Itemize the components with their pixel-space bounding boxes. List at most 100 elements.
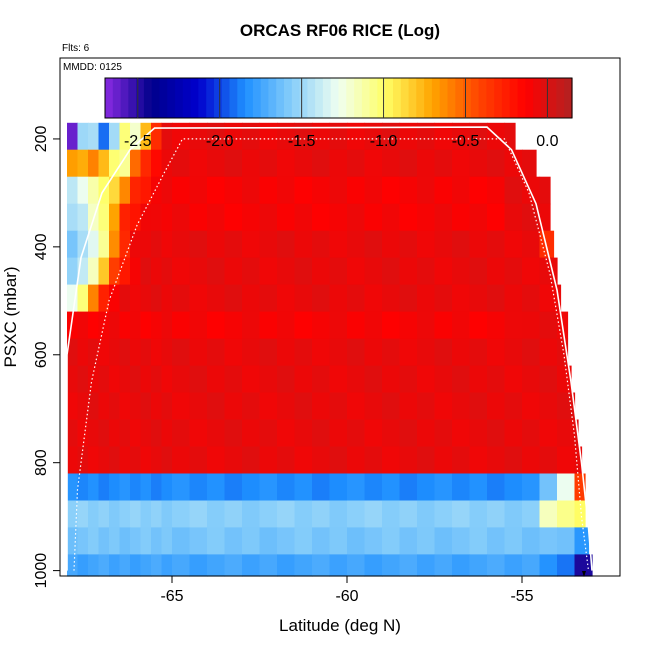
heatmap-cell [312,338,331,367]
colorbar-swatch [338,78,347,118]
heatmap-cell [504,230,523,259]
heatmap-cell [452,527,471,555]
heatmap-cell [364,527,383,555]
heatmap-cell [242,473,261,502]
colorbar-swatch [408,78,417,118]
colorbar-swatch [128,78,137,118]
heatmap-cell [329,230,348,259]
heatmap-cell [487,176,506,205]
heatmap-cell [364,149,383,178]
heatmap-cell [539,473,558,502]
colorbar-swatch [291,78,301,118]
heatmap-cell [364,257,383,286]
heatmap-cell [294,392,313,421]
heatmap-cell [161,527,173,555]
heatmap-cell [119,257,131,286]
heatmap-cell [224,311,243,340]
heatmap-cell [130,446,142,475]
heatmap-cell [130,311,142,340]
heatmap-cell [189,392,208,421]
heatmap-cell [172,554,191,577]
heatmap-cell [77,419,89,448]
heatmap-cell [312,176,331,205]
heatmap-cell [109,257,121,286]
heatmap-cell [504,203,523,232]
heatmap-cell [259,419,278,448]
chart-title: ORCAS RF06 RICE (Log) [240,21,440,40]
heatmap-cell [277,230,296,259]
heatmap-cell [172,122,191,151]
heatmap-cell [172,500,191,529]
heatmap-cell [382,230,401,259]
heatmap-cell [189,176,208,205]
heatmap-cell [259,230,278,259]
heatmap-cell [434,338,453,367]
heatmap-cell [452,230,471,259]
heatmap-cell [109,419,121,448]
heatmap-cell [522,230,541,259]
colorbar-frame [104,77,573,119]
heatmap-cell [312,122,331,151]
heatmap-cell [161,473,173,502]
heatmap-cell [172,284,191,313]
heatmap-cell [77,257,89,286]
heatmap-cell [522,284,541,313]
heatmap-cell [77,230,89,259]
colorbar-swatch [478,78,487,118]
colorbar-swatch [260,78,270,118]
colorbar-swatch [159,78,168,118]
heatmap-cell [382,203,401,232]
heatmap-cell [417,311,436,340]
heatmap-cell [242,176,261,205]
heatmap-cell [98,473,110,502]
heatmap-cell [329,419,348,448]
heatmap-cell [399,392,418,421]
heatmap-cell [67,311,79,340]
heatmap-cell [364,554,383,577]
heatmap-cell [161,554,173,577]
heatmap-cell [151,230,163,259]
colorbar-swatch [120,78,129,118]
heatmap-cell [151,392,163,421]
heatmap-cell [382,257,401,286]
heatmap-cell [539,446,558,475]
heatmap-cell [312,446,331,475]
heatmap-cell [140,554,152,577]
heatmap-cell [487,473,506,502]
heatmap-cell [539,392,558,421]
heatmap-cell [109,122,121,151]
heatmap-cell [67,230,79,259]
heatmap-cell [189,203,208,232]
colorbar-tick-label: -1.0 [370,133,398,150]
heatmap-cell [417,284,436,313]
heatmap-cell [469,257,488,286]
heatmap-cell [207,500,226,529]
colorbar-swatch [143,78,153,118]
heatmap-cell [224,149,243,178]
heatmap-cell [312,311,331,340]
heatmap-cell [434,419,453,448]
heatmap-cell [364,122,383,151]
heatmap-cell [522,176,541,205]
heatmap-cell [119,446,131,475]
heatmap-cell [294,473,313,502]
heatmap-cell [469,500,488,529]
heatmap-cell [382,122,401,151]
heatmap-cell [151,527,163,555]
heatmap-cell [557,473,576,502]
heatmap-cell [98,203,110,232]
heatmap-cell [189,527,208,555]
heatmap-cell [399,122,418,151]
colorbar-swatch [564,78,573,118]
heatmap-cell [277,311,296,340]
heatmap-cell [88,176,100,205]
heatmap-cell [539,527,558,555]
heatmap-cell [151,149,163,178]
colorbar-swatch [190,78,199,118]
y-axis: 200 400 600 800 1000 [33,125,60,588]
heatmap-cell [109,338,121,367]
heatmap-cell [77,311,89,340]
y-tick-label: 600 [33,341,50,368]
heatmap-cell [130,554,142,577]
colorbar-swatch [486,78,495,118]
